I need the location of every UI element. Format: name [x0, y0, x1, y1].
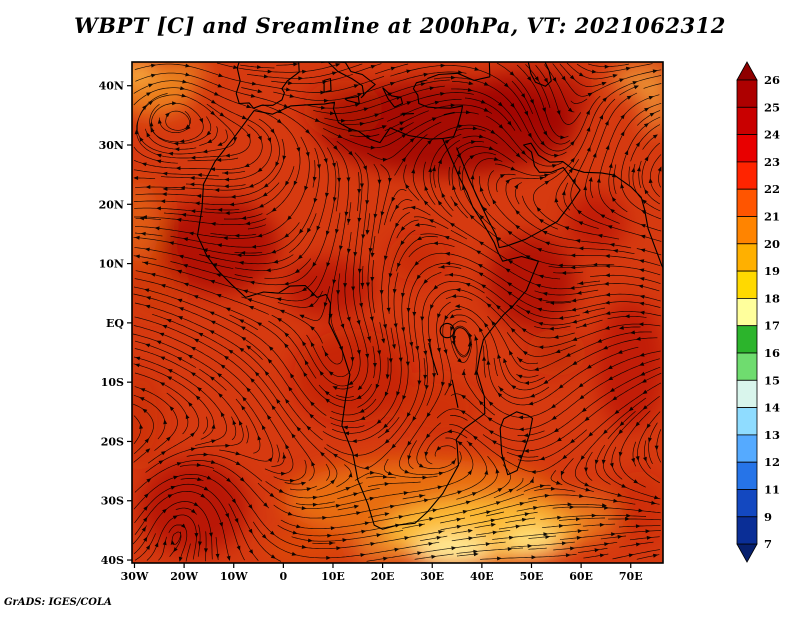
colorbar-label: 14 [764, 401, 780, 415]
colorbar-label: 17 [764, 319, 780, 333]
y-tick-label: 40S [101, 554, 124, 567]
colorbar-swatch [736, 270, 758, 299]
colorbar-swatch [736, 297, 758, 327]
colorbar-label: 11 [764, 483, 780, 497]
y-tick-label: EQ [106, 317, 124, 330]
colorbar-swatch [736, 434, 758, 463]
colorbar-label: 15 [764, 373, 780, 387]
y-tick-label: 40N [99, 80, 124, 93]
y-tick-label: 10S [101, 376, 124, 389]
coastlines [196, 62, 663, 530]
colorbar-swatch [736, 106, 758, 136]
colorbar-label: 7 [764, 537, 772, 551]
colorbar-swatch [736, 79, 758, 108]
colorbar-swatch [736, 461, 758, 490]
attribution-text: GrADS: IGES/COLA [4, 597, 112, 608]
colorbar-swatch [736, 243, 758, 272]
x-tick-label: 50E [520, 570, 544, 583]
y-tick-label: 20S [101, 435, 124, 448]
x-tick-label: 20E [371, 570, 395, 583]
x-tick-label: 20W [170, 570, 198, 583]
x-tick-label: 0 [280, 570, 288, 583]
axis-ticks [127, 85, 632, 568]
y-tick-label: 20N [99, 198, 124, 211]
y-tick-label: 30S [101, 495, 124, 508]
x-tick-label: 60E [569, 570, 593, 583]
colorbar-label: 22 [764, 182, 780, 196]
colorbar-label: 18 [764, 291, 780, 305]
y-tick-label: 10N [99, 258, 124, 271]
colorbar-label: 21 [764, 210, 780, 224]
colorbar-label: 19 [764, 264, 780, 278]
colorbar-swatch [736, 161, 758, 190]
colorbar-arrow-top [736, 61, 758, 81]
colorbar-label: 12 [764, 455, 780, 469]
colorbar-swatch [736, 325, 758, 354]
colorbar-swatch [736, 407, 758, 436]
x-tick-label: 30E [420, 570, 444, 583]
x-tick-label: 30W [121, 570, 149, 583]
colorbar-label: 13 [764, 428, 780, 442]
colorbar-label: 9 [764, 510, 772, 524]
map-frame [131, 61, 664, 564]
colorbar-swatch [736, 379, 758, 408]
colorbar-legend: 26 25 24 23 22 21 20 19 18 17 16 15 14 13 12 11 9 7 [736, 61, 780, 563]
colorbar-arrow-bottom [736, 543, 758, 563]
x-tick-label: 70E [619, 570, 643, 583]
colorbar-label: 24 [764, 128, 780, 142]
x-tick-label: 10E [321, 570, 345, 583]
y-tick-label: 30N [99, 139, 124, 152]
temperature-shading [132, 62, 663, 563]
colorbar-swatch [736, 134, 758, 163]
colorbar-swatch [736, 516, 758, 545]
streamlines [132, 62, 662, 562]
figure-title: WBPT [C] and Sreamline at 200hPa, VT: 20… [74, 13, 726, 38]
x-tick-label: 40E [470, 570, 494, 583]
x-tick-label: 10W [220, 570, 248, 583]
colorbar-swatch [736, 489, 758, 518]
colorbar-label: 16 [764, 346, 780, 360]
colorbar-swatch [736, 216, 758, 245]
colorbar-swatch [736, 188, 758, 217]
colorbar-label: 20 [764, 237, 780, 251]
colorbar-label: 26 [764, 73, 780, 87]
colorbar-swatch [736, 352, 758, 381]
streamline-arrowheads [133, 62, 662, 562]
colorbar-label: 25 [764, 100, 780, 114]
colorbar-label: 23 [764, 155, 780, 169]
